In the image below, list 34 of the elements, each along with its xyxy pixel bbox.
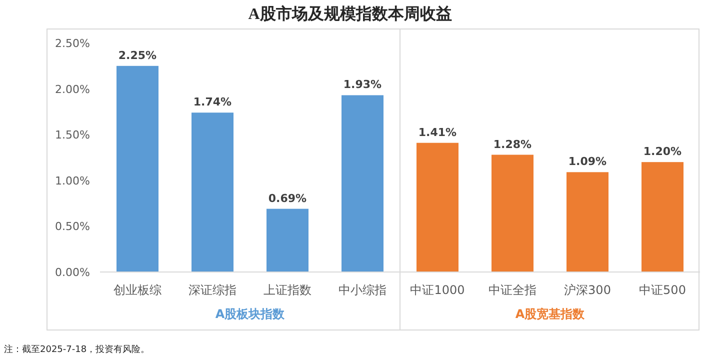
x-tick-label: 中证1000 [410,283,465,297]
data-label: 1.74% [193,96,232,109]
data-label: 1.20% [643,145,682,158]
y-tick-label: 0.00% [55,266,90,279]
x-tick-label: 创业板综 [114,283,162,297]
x-tick-label: 中证500 [639,283,686,297]
x-tick-label: 深证综指 [188,283,236,297]
data-label: 1.93% [343,78,382,92]
x-tick-label: 上证指数 [264,283,312,297]
bar [566,172,608,272]
data-label: 2.25% [118,48,157,62]
bar [266,208,308,272]
x-tick-label: 沪深300 [564,283,611,297]
y-tick-label: 2.00% [55,82,90,96]
bar [342,95,384,272]
data-label: 0.69% [268,192,307,205]
x-tick-label: 中证全指 [488,283,536,297]
bar [492,154,534,272]
bar [642,162,684,272]
y-tick-label: 0.50% [55,220,90,234]
bar [116,66,158,272]
bar [192,112,234,272]
data-label: 1.09% [568,155,607,168]
text: A股板块指数 [215,307,286,321]
y-tick-label: 1.50% [55,128,90,142]
data-label: 1.28% [493,138,532,151]
data-label: 1.41% [418,126,457,139]
x-tick-label: 中小综指 [338,283,386,297]
y-tick-label: 2.50% [55,37,90,50]
text: A股宽基指数 [515,307,586,321]
text: 注：截至2025-7-18，投资有风险。 [4,344,150,355]
chart-title: A股市场及规模指数本周收益 [248,5,452,23]
bar [416,142,458,272]
y-tick-label: 1.00% [55,174,90,188]
